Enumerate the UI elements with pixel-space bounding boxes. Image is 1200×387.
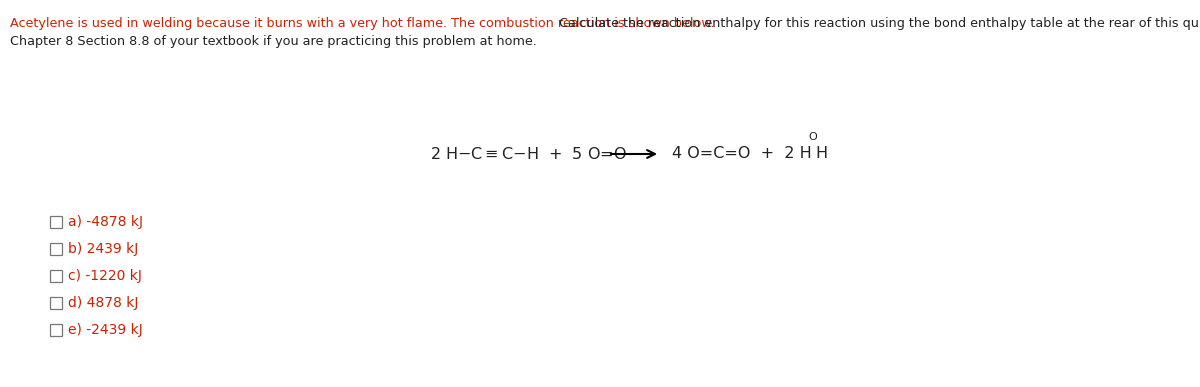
Bar xyxy=(50,297,62,309)
Bar xyxy=(50,243,62,255)
Text: e) -2439 kJ: e) -2439 kJ xyxy=(68,323,143,337)
Text: 4 O=C=O  +  2 H: 4 O=C=O + 2 H xyxy=(672,147,811,161)
Text: Chapter 8 Section 8.8 of your textbook if you are practicing this problem at hom: Chapter 8 Section 8.8 of your textbook i… xyxy=(10,35,536,48)
Text: c) -1220 kJ: c) -1220 kJ xyxy=(68,269,142,283)
Bar xyxy=(50,324,62,336)
Text: H: H xyxy=(815,147,827,161)
Text: a) -4878 kJ: a) -4878 kJ xyxy=(68,215,143,229)
Bar xyxy=(50,216,62,228)
Text: O: O xyxy=(808,132,817,142)
Text: 2 H$-$C$\equiv$C$-$H  +  5 O=O: 2 H$-$C$\equiv$C$-$H + 5 O=O xyxy=(430,146,626,162)
Text: d) 4878 kJ: d) 4878 kJ xyxy=(68,296,138,310)
Text: Calculate the reaction enthalpy for this reaction using the bond enthalpy table : Calculate the reaction enthalpy for this… xyxy=(556,17,1200,30)
Bar xyxy=(50,270,62,282)
Text: b) 2439 kJ: b) 2439 kJ xyxy=(68,242,138,256)
Text: Acetylene is used in welding because it burns with a very hot flame. The combust: Acetylene is used in welding because it … xyxy=(10,17,715,30)
